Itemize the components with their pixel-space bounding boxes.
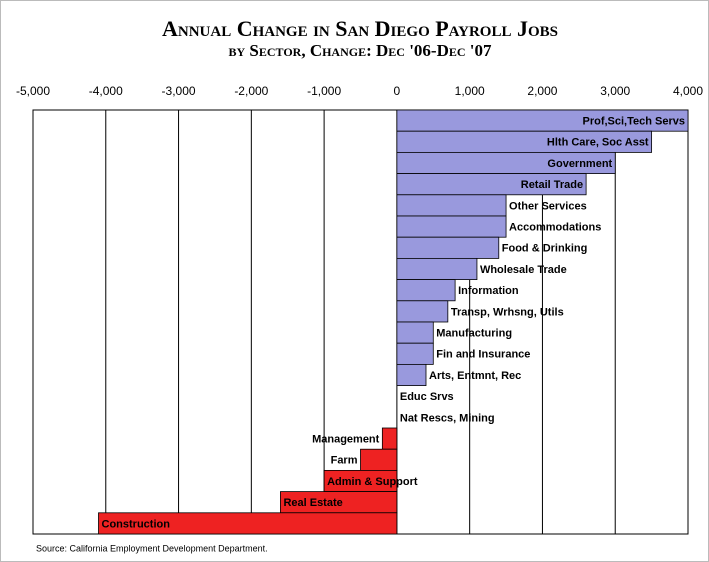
x-tick-label: -1,000	[307, 84, 341, 98]
bar-label: Educ Srvs	[400, 391, 454, 403]
x-tick-label: 3,000	[600, 84, 630, 98]
bar	[396, 236, 500, 259]
bar-label: Arts, Entmnt, Rec	[429, 370, 521, 382]
x-tick-label: 4,000	[673, 84, 703, 98]
chart-subtitle: by Sector, Change: Dec '06-Dec '07	[228, 41, 492, 60]
bar-label: Accommodations	[509, 222, 601, 234]
x-tick-label: 0	[394, 84, 401, 98]
bar-label: Wholesale Trade	[480, 264, 567, 276]
bar	[396, 194, 507, 217]
bar	[396, 300, 449, 323]
bar-label: Fin and Insurance	[436, 349, 530, 361]
bar-label: Manufacturing	[436, 328, 512, 340]
bar-label: Retail Trade	[521, 179, 583, 191]
bar-label: Nat Rescs, Mining	[400, 412, 495, 424]
bar-label: Transp, Wrhsng, Utils	[451, 306, 564, 318]
x-tick-label: -4,000	[89, 84, 123, 98]
bar	[396, 321, 434, 344]
bar	[396, 342, 434, 365]
bar-label: Other Services	[509, 200, 587, 212]
bar	[396, 257, 478, 280]
x-tick-label: 2,000	[527, 84, 557, 98]
x-tick-label: -3,000	[162, 84, 196, 98]
source-note: Source: California Employment Developmen…	[36, 543, 268, 553]
bar	[396, 215, 507, 238]
bar	[360, 448, 398, 471]
bar-label: Food & Drinking	[502, 243, 588, 255]
bar-label: Real Estate	[283, 497, 342, 509]
bar-label: Hlth Care, Soc Asst	[547, 137, 649, 149]
bar-label: Information	[458, 285, 519, 297]
bar-label: Government	[547, 158, 612, 170]
x-tick-label: 1,000	[455, 84, 485, 98]
bar	[381, 427, 398, 450]
chart-title: Annual Change in San Diego Payroll Jobs	[162, 16, 558, 41]
bar-label: Construction	[102, 518, 171, 530]
x-tick-label: -5,000	[16, 84, 50, 98]
bar-label: Management	[312, 434, 380, 446]
bar	[98, 512, 398, 535]
bar-label: Farm	[331, 455, 358, 467]
bar-label: Prof,Sci,Tech Servs	[582, 116, 685, 128]
bar-label: Admin & Support	[327, 476, 418, 488]
bar	[396, 279, 456, 302]
bar	[396, 363, 427, 386]
x-tick-label: -2,000	[234, 84, 268, 98]
